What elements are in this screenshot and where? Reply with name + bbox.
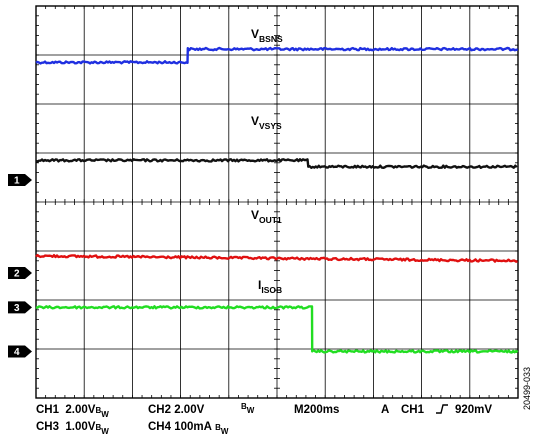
trace-label-isob: IISOB <box>258 278 282 295</box>
ch3-setting: CH3 1.00VBW <box>36 421 109 436</box>
trace-out1 <box>35 253 518 263</box>
trace-isob <box>35 305 519 354</box>
svg-text:1: 1 <box>14 175 20 186</box>
svg-text:3: 3 <box>14 303 20 314</box>
bw-limit-icon: BW <box>95 423 109 436</box>
trace-labels: VBSNS VVSYS VOUT1 IISOB <box>251 27 283 295</box>
trigger-edge-icon <box>436 402 448 419</box>
trigger-mode: A <box>381 404 390 416</box>
ch2-setting: CH2 2.00V <box>148 404 205 416</box>
trigger-level: 920mV <box>455 404 493 416</box>
settings-row-1: CH1 2.00VBW CH2 2.00V BW M200ms A CH1 92… <box>36 402 526 419</box>
traces <box>35 46 519 354</box>
svg-text:4: 4 <box>14 347 20 358</box>
trace-vsys <box>35 158 518 169</box>
scope-settings: CH1 2.00VBW CH2 2.00V BW M200ms A CH1 92… <box>36 402 526 436</box>
channel-marker-3: 3 <box>8 301 32 314</box>
trace-label-bsns: VBSNS <box>251 27 283 44</box>
trace-label-out1: VOUT1 <box>251 208 282 225</box>
ch4-setting: CH4 100mA BW <box>148 421 229 436</box>
timebase-setting: M200ms <box>294 404 340 416</box>
settings-row-2: CH3 1.00VBW CH4 100mA BW <box>36 419 526 436</box>
graticule <box>35 5 519 399</box>
channel-marker-2: 2 <box>8 267 32 280</box>
svg-text:2: 2 <box>14 269 20 280</box>
figure-id: 20499-033 <box>522 366 532 410</box>
trigger-channel: CH1 <box>401 404 425 416</box>
channel-marker-4: 4 <box>8 345 32 358</box>
trace-label-vsys: VVSYS <box>251 114 282 131</box>
bw-limit-icon: BW <box>215 423 229 436</box>
bw-limit-icon: BW <box>95 406 109 419</box>
bw-limit-icon: BW <box>241 402 255 415</box>
trace-bsns <box>35 46 518 65</box>
channel-marker-1: 1 <box>8 173 32 186</box>
ch1-setting: CH1 2.00VBW <box>36 404 109 419</box>
channel-markers: 1 2 3 4 <box>8 173 32 358</box>
